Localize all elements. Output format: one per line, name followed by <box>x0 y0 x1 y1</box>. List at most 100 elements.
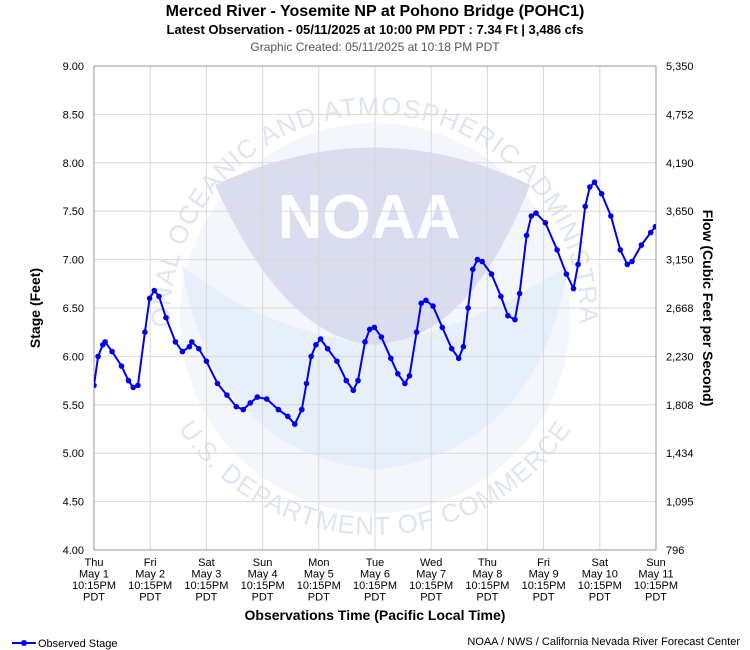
observed-stage-point <box>156 293 162 300</box>
legend: Observed Stage <box>12 638 118 650</box>
flow-tick-label: 3,150 <box>666 255 694 267</box>
observed-stage-point <box>203 358 210 365</box>
time-tick-day: Mon <box>308 557 329 569</box>
observed-stage-point <box>474 256 481 263</box>
observed-stage-point <box>196 345 202 352</box>
time-tick-tz: PDT <box>252 592 274 604</box>
time-tick-time: 10:15PM <box>128 580 172 592</box>
time-tick-tz: PDT <box>364 592 386 604</box>
observed-stage-point <box>118 363 125 369</box>
graphic-created-text: Graphic Created: 05/11/2025 at 10:18 PM … <box>250 40 500 54</box>
observed-stage-point <box>498 293 504 300</box>
time-tick-date: May 7 <box>416 569 446 581</box>
observed-stage-point <box>186 343 193 350</box>
chart-subtitle: Latest Observation - 05/11/2025 at 10:00… <box>167 22 584 37</box>
observed-stage-point <box>617 247 624 253</box>
observed-stage-point <box>470 266 476 273</box>
observed-stage-point <box>142 329 148 336</box>
observed-stage-point <box>95 353 101 360</box>
observed-stage-point <box>366 326 373 333</box>
time-tick-time: 10:15PM <box>465 580 509 592</box>
flow-tick-label: 1,095 <box>666 497 694 509</box>
observed-stage-point <box>647 229 654 236</box>
time-tick-date: May 11 <box>638 569 673 581</box>
observed-stage-point <box>233 403 240 410</box>
time-tick-time: 10:15PM <box>72 580 116 592</box>
time-tick-day: Sat <box>198 557 215 569</box>
observed-stage-point <box>395 371 401 377</box>
observed-stage-point <box>460 343 467 350</box>
stage-tick-label: 8.50 <box>63 109 84 121</box>
time-tick-time: 10:15PM <box>522 580 566 592</box>
observed-stage-point <box>135 382 141 389</box>
observed-stage-point <box>570 285 577 292</box>
time-tick-date: May 3 <box>191 569 221 581</box>
plot-border <box>93 65 657 551</box>
time-tick-date: May 2 <box>135 569 165 581</box>
observed-stage-point <box>263 396 270 402</box>
observed-stage-point <box>465 305 471 311</box>
observed-stage-point <box>130 384 136 391</box>
stage-tick-label: 6.50 <box>63 303 84 315</box>
observed-stage-point <box>554 247 560 253</box>
flow-tick-label: 1,808 <box>666 400 694 412</box>
observed-stage-point <box>172 339 179 345</box>
stage-tick-label: 6.00 <box>63 351 84 363</box>
observed-stage-point <box>299 406 305 413</box>
observed-stage-point <box>413 329 420 336</box>
observed-stage-point <box>479 258 485 265</box>
time-tick-date: May 9 <box>529 569 559 581</box>
observed-stage-point <box>254 394 261 400</box>
time-tick-date: May 10 <box>582 569 618 581</box>
stage-tick-label: 5.50 <box>63 400 84 412</box>
observed-stage-point <box>582 203 588 210</box>
observed-stage-point <box>247 400 254 406</box>
observed-stage-point <box>528 213 535 219</box>
time-tick-date: May 1 <box>79 569 109 581</box>
time-tick-tz: PDT <box>533 592 555 604</box>
time-tick-day: Sun <box>646 557 666 569</box>
time-tick-tz: PDT <box>83 592 105 604</box>
time-tick-tz: PDT <box>195 592 217 604</box>
observed-stage-point <box>362 339 368 345</box>
y-axis-label: Stage (Feet) <box>27 268 43 348</box>
observed-stage-point <box>598 191 605 197</box>
observed-stage-point <box>624 261 631 268</box>
observed-stage-point <box>505 312 511 319</box>
time-tick-tz: PDT <box>420 592 442 604</box>
watermark-seagull-shape <box>215 147 530 345</box>
observed-stage-point <box>240 406 247 413</box>
observed-stage-point <box>355 377 361 384</box>
observed-stage-point <box>455 355 462 362</box>
observed-stage-point <box>575 261 581 268</box>
time-tick-tz: PDT <box>589 592 611 604</box>
footer-credit: NOAA / NWS / California Nevada River For… <box>467 636 740 648</box>
observed-stage-point <box>343 377 350 384</box>
flow-axis-ticks: 796 1,095 1,434 1,808 2,230 2,668 3,150 3,650 4,… <box>666 61 694 557</box>
observed-stage-point <box>94 382 97 389</box>
observed-stage-point <box>587 184 593 190</box>
time-tick-time: 10:15PM <box>353 580 397 592</box>
observed-stage-point <box>423 297 429 304</box>
time-tick-tz: PDT <box>139 592 161 604</box>
observed-stage-series <box>94 179 656 428</box>
flow-tick-label: 2,230 <box>666 351 694 363</box>
time-tick-time: 10:15PM <box>184 580 228 592</box>
observed-stage-point <box>533 210 539 216</box>
observed-stage-point <box>448 345 455 352</box>
time-tick-day: Thu <box>85 557 104 569</box>
time-tick-tz: PDT <box>476 592 498 604</box>
stage-tick-label: 7.00 <box>63 255 84 267</box>
observed-stage-point <box>102 339 108 345</box>
legend-label: Observed Stage <box>38 638 118 650</box>
time-tick-time: 10:15PM <box>409 580 453 592</box>
observed-stage-point <box>388 355 394 362</box>
stage-tick-label: 4.50 <box>63 497 84 509</box>
observed-stage-point <box>292 421 298 428</box>
observed-stage-point <box>512 316 518 323</box>
y2-axis-label: Flow (Cubic Feet per Second) <box>700 210 716 407</box>
observed-stage-point <box>303 380 310 387</box>
flow-tick-label: 3,650 <box>666 206 694 218</box>
observed-stage-point <box>516 290 523 297</box>
